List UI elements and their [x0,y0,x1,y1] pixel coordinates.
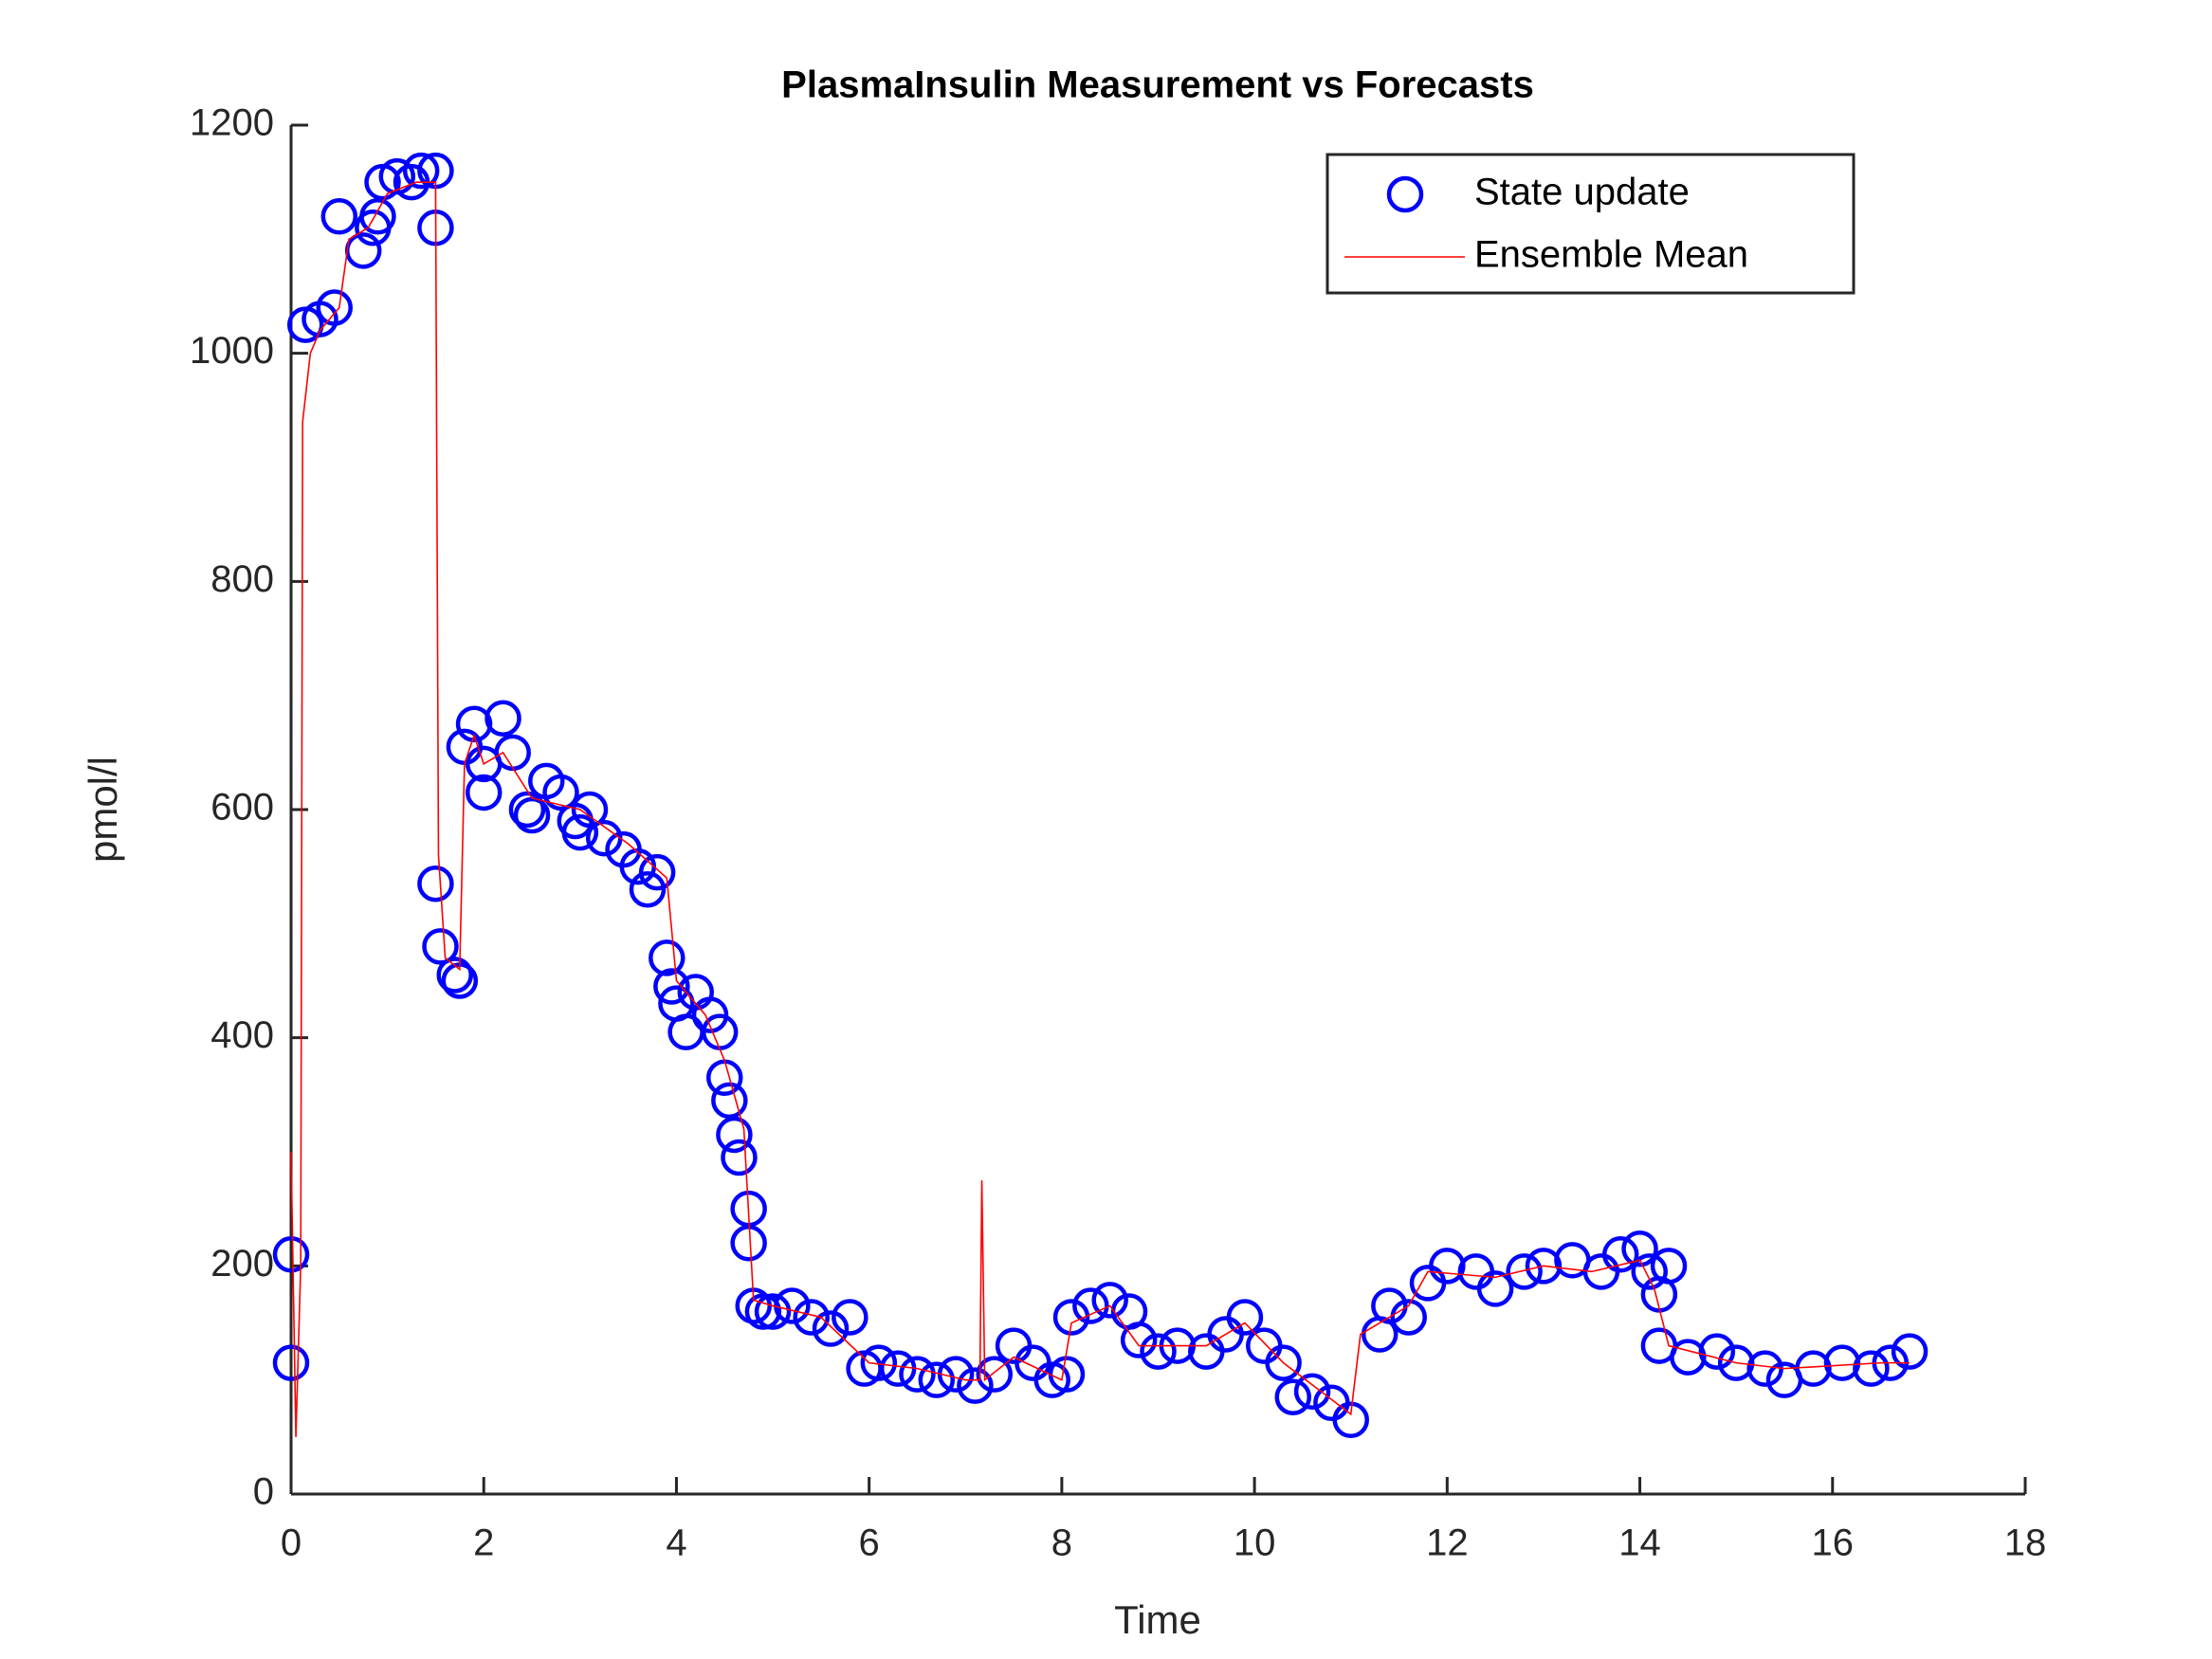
marker [754,1293,792,1330]
legend-label: Ensemble Mean [1474,234,1748,276]
marker [1371,1287,1408,1324]
marker [1853,1350,1890,1387]
marker [649,939,686,976]
marker [899,1356,936,1393]
marker [1265,1344,1302,1381]
marker [1891,1333,1929,1370]
x-tick-label: 14 [1618,1522,1661,1564]
x-tick-label: 6 [859,1522,880,1564]
marker [1717,1344,1755,1381]
line [290,181,1910,1437]
marker [1052,1299,1090,1336]
marker [1072,1287,1109,1324]
marker [1601,1236,1639,1273]
marker [1698,1333,1736,1370]
marker [1429,1248,1466,1285]
marker [417,865,454,902]
marker [1670,1339,1707,1376]
marker [638,853,676,891]
marker [1621,1231,1658,1267]
marker [957,1367,994,1404]
y-tick-label: 1200 [190,102,274,144]
y-tick-label: 1000 [190,330,274,372]
y-tick-label: 600 [210,787,274,829]
marker [1120,1322,1158,1358]
marker [721,1139,758,1176]
marker [422,928,459,965]
marker [508,791,546,829]
y-tick-label: 0 [253,1471,274,1513]
marker [455,705,493,742]
marker [1476,1270,1514,1307]
marker [436,957,473,994]
marker [320,198,358,235]
y-tick-label: 800 [210,558,274,600]
chart-title: PlasmaInsulin Measurement vs Forecasts [781,64,1534,106]
marker [272,1344,310,1381]
marker [1525,1248,1563,1285]
marker [1274,1378,1312,1415]
x-tick-label: 8 [1051,1522,1072,1564]
marker [691,996,729,1033]
x-tick-label: 4 [666,1522,686,1564]
marker [832,1299,868,1336]
marker [402,152,440,190]
x-tick-label: 18 [2004,1522,2047,1564]
marker [1506,1253,1543,1290]
marker [1226,1299,1264,1336]
marker [744,1293,782,1330]
marker [272,1236,310,1273]
x-axis-label: Time [1114,1597,1201,1642]
marker [1293,1373,1331,1410]
marker [465,774,503,811]
marker [976,1356,1014,1393]
x-tick-label: 2 [473,1522,494,1564]
marker [860,1344,898,1381]
marker [1390,1299,1427,1336]
marker [711,1082,748,1120]
marker [561,813,599,851]
marker [1650,1248,1688,1285]
marker [513,796,551,834]
marker [793,1299,830,1336]
y-tick-label: 200 [210,1243,274,1285]
marker [716,1116,753,1154]
y-tick-label: 400 [210,1014,274,1056]
marker [812,1310,850,1347]
x-tick-label: 12 [1426,1522,1469,1564]
marker [542,774,579,811]
x-tick-label: 0 [281,1522,302,1564]
legend-label: State update [1474,172,1690,213]
marker [359,198,396,235]
legend-box [1325,153,1856,295]
y-axis-label: pmol/l [81,757,125,863]
marker [571,791,609,829]
marker [653,968,690,1005]
marker [918,1361,956,1398]
marker [484,700,521,737]
marker [316,289,353,326]
legend-swatch [1386,175,1424,213]
marker [1631,1253,1668,1290]
marker [1823,1344,1861,1381]
marker [629,870,667,908]
x-tick-label: 10 [1234,1522,1276,1564]
marker [1091,1282,1128,1319]
x-tick-label: 16 [1812,1522,1855,1564]
marker [1140,1333,1177,1370]
marker [1332,1401,1369,1439]
